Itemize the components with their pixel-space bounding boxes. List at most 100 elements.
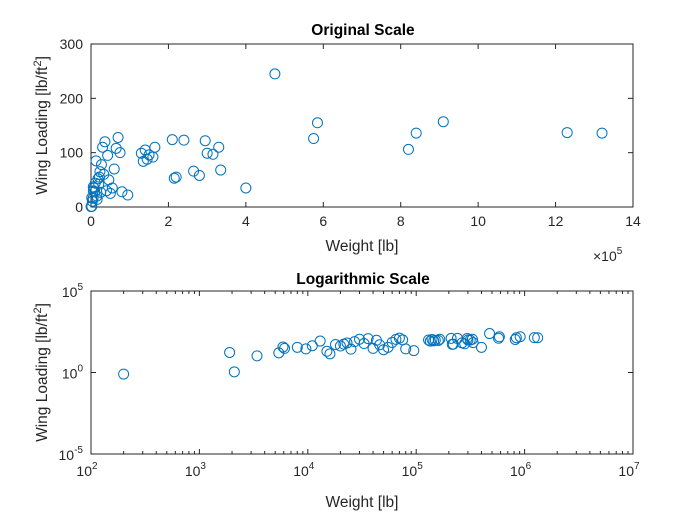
data-point (362, 333, 374, 345)
data-point (166, 134, 178, 146)
data-point (341, 337, 353, 349)
data-point (114, 147, 126, 159)
data-point (99, 136, 111, 148)
x-tick-label: 106 (510, 461, 532, 479)
x-tick-label: 104 (293, 461, 315, 479)
data-point (188, 165, 200, 177)
data-point (345, 343, 357, 355)
data-point (324, 348, 336, 360)
data-point (168, 172, 180, 184)
data-point (112, 131, 124, 143)
data-point (408, 345, 420, 357)
x-tick-label: 4 (242, 213, 250, 229)
y-tick-label: 105 (62, 282, 84, 300)
x-tick-label: 14 (625, 213, 641, 229)
x-tick-label: 2 (165, 213, 173, 229)
chart-title: Original Scale (311, 22, 415, 39)
x-tick-label: 105 (402, 461, 424, 479)
data-point (314, 335, 326, 347)
data-point (493, 332, 505, 344)
y-axis: 0 100 200 300 (60, 36, 633, 215)
y-tick-label: 200 (60, 90, 84, 106)
data-point (561, 127, 573, 139)
data-point (528, 332, 540, 344)
data-point (291, 341, 303, 353)
data-point (91, 190, 103, 202)
chart-title: Logarithmic Scale (296, 271, 430, 288)
x-axis: 0 2 4 6 8 10 12 14 (87, 44, 641, 229)
data-point (92, 173, 104, 185)
y-axis-label: Wing Loading [lb/ft2] (32, 56, 51, 195)
data-point (279, 342, 291, 354)
data-point (240, 182, 252, 194)
data-point (402, 143, 414, 155)
data-point (135, 147, 147, 159)
data-point (102, 149, 114, 161)
scatter-series (85, 68, 608, 213)
data-point (514, 331, 526, 343)
data-point (429, 334, 441, 346)
y-tick-label: 300 (60, 36, 84, 52)
scatter-series (118, 328, 544, 380)
x-axis-label: Weight [lb] (326, 238, 399, 255)
data-point (321, 345, 333, 357)
y-tick-label: 0 (75, 199, 83, 215)
data-point (199, 135, 211, 147)
x-axis-label: Weight [lb] (326, 494, 399, 511)
data-point (97, 141, 109, 153)
x-tick-label: 12 (548, 213, 564, 229)
y-tick-label: 100 (60, 145, 84, 161)
data-point (308, 133, 320, 145)
x-axis-multiplier: ×105 (593, 246, 623, 264)
x-tick-label: 103 (185, 461, 207, 479)
data-point (147, 151, 159, 163)
x-tick-label: 102 (76, 461, 98, 479)
data-point (118, 368, 130, 380)
data-point (93, 178, 105, 190)
data-point (437, 116, 449, 128)
data-point (116, 186, 128, 198)
data-point (94, 166, 106, 178)
data-point (86, 200, 98, 212)
data-point (300, 343, 312, 355)
data-point (104, 187, 116, 199)
data-point (91, 193, 103, 205)
data-point (445, 332, 457, 344)
data-point (178, 134, 190, 146)
data-point (228, 366, 240, 378)
data-point (447, 338, 459, 350)
axes-box (90, 290, 634, 455)
data-point (100, 185, 112, 197)
data-point (251, 350, 263, 362)
data-point (493, 331, 505, 343)
data-point (106, 182, 118, 194)
subplot-original-scale: Original Scale 0 2 4 6 8 10 12 14 0 100 200 300 We… (32, 22, 641, 264)
data-point (410, 127, 422, 139)
x-tick-label: 107 (618, 461, 640, 479)
data-point (207, 148, 219, 160)
data-point (397, 334, 409, 346)
data-point (329, 339, 341, 351)
y-axis-label: Wing Loading [lb/ft2] (32, 303, 51, 442)
data-point (432, 334, 444, 346)
data-point (434, 333, 446, 345)
x-axis: 102 103 104 105 106 107 (76, 291, 640, 479)
data-point (467, 337, 479, 349)
data-point (110, 142, 122, 154)
data-point (90, 155, 102, 167)
data-point (193, 169, 205, 181)
data-point (170, 171, 182, 183)
axes-box (90, 43, 634, 208)
data-point (149, 141, 161, 153)
data-point (213, 141, 225, 153)
x-tick-label: 6 (319, 213, 327, 229)
x-tick-label: 8 (397, 213, 405, 229)
data-point (224, 346, 236, 358)
data-point (108, 163, 120, 175)
data-point (215, 164, 227, 176)
data-point (311, 117, 323, 129)
data-point (122, 189, 134, 201)
x-tick-label: 0 (87, 213, 95, 229)
data-point (532, 332, 544, 344)
data-point (201, 147, 213, 159)
